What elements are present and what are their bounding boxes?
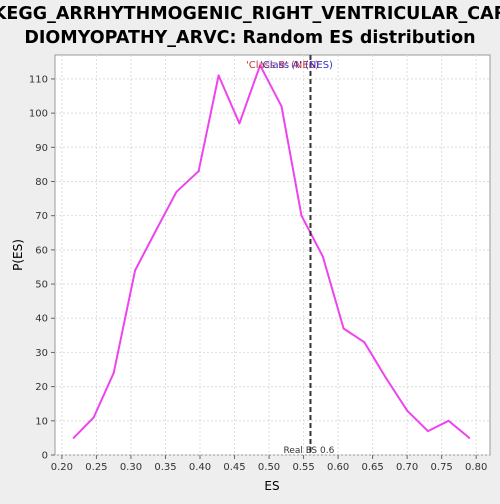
y-tick-label: 20: [35, 382, 48, 393]
data-point: [280, 105, 283, 108]
data-point: [384, 375, 387, 378]
class-annotation: 'Class B' (NES): [246, 60, 319, 71]
data-point: [259, 64, 262, 67]
data-point: [363, 341, 366, 344]
chart-title-line-1: KEGG_ARRHYTHMOGENIC_RIGHT_VENTRICULAR_CA…: [0, 4, 500, 24]
axes: 0.20 0.25 0.30 0.35 0.40 0.45 0.50 0.55 0.60 0.65…: [29, 74, 487, 473]
data-point: [112, 371, 115, 374]
x-tick-label: 0.45: [223, 462, 245, 473]
y-tick-label: 50: [35, 280, 48, 291]
real-es-label: Real ES 0.6: [283, 446, 334, 456]
data-point: [426, 430, 429, 433]
data-point: [197, 170, 200, 173]
x-tick-label: 0.75: [431, 462, 453, 473]
series-line: [72, 64, 470, 439]
class-annotation: 'Class A' (NES): [260, 60, 333, 71]
x-tick-label: 0.25: [85, 462, 107, 473]
x-tick-label: 0.30: [120, 462, 142, 473]
series: [72, 64, 471, 439]
x-axis-label: ES: [264, 479, 279, 493]
data-point: [406, 409, 409, 412]
data-point: [92, 416, 95, 419]
data-point: [238, 122, 241, 125]
x-tick-label: 0.40: [189, 462, 211, 473]
data-point: [300, 214, 303, 217]
y-tick-label: 30: [35, 348, 48, 359]
plot-area: [54, 54, 491, 456]
y-tick-label: 70: [35, 211, 48, 222]
data-point: [155, 228, 158, 231]
x-tick-label: 0.70: [396, 462, 418, 473]
y-tick-label: 90: [35, 143, 48, 154]
y-tick-label: 100: [29, 109, 48, 120]
data-point: [217, 74, 220, 77]
x-tick-label: 0.20: [51, 462, 73, 473]
x-tick-label: 0.60: [327, 462, 349, 473]
data-point: [175, 190, 178, 193]
data-point: [447, 419, 450, 422]
x-tick-label: 0.55: [292, 462, 314, 473]
real-es-marker: Real ES 0.6 'Class B' (NES)'Class A' (NES…: [246, 55, 335, 456]
data-point: [72, 436, 75, 439]
y-tick-label: 60: [35, 245, 48, 256]
y-axis-label: P(ES): [11, 239, 25, 271]
x-tick-label: 0.65: [361, 462, 383, 473]
data-point: [342, 327, 345, 330]
x-tick-label: 0.35: [154, 462, 176, 473]
y-tick-label: 10: [35, 416, 48, 427]
data-point: [134, 269, 137, 272]
x-tick-label: 0.80: [465, 462, 487, 473]
grid: [55, 55, 490, 456]
y-tick-label: 110: [29, 74, 48, 85]
data-point: [468, 436, 471, 439]
y-tick-label: 0: [42, 451, 48, 462]
chart-title-line-2: DIOMYOPATHY_ARVC: Random ES distribution: [24, 28, 475, 48]
y-tick-label: 80: [35, 177, 48, 188]
x-tick-label: 0.50: [258, 462, 280, 473]
data-point: [321, 255, 324, 258]
y-tick-label: 40: [35, 314, 48, 325]
